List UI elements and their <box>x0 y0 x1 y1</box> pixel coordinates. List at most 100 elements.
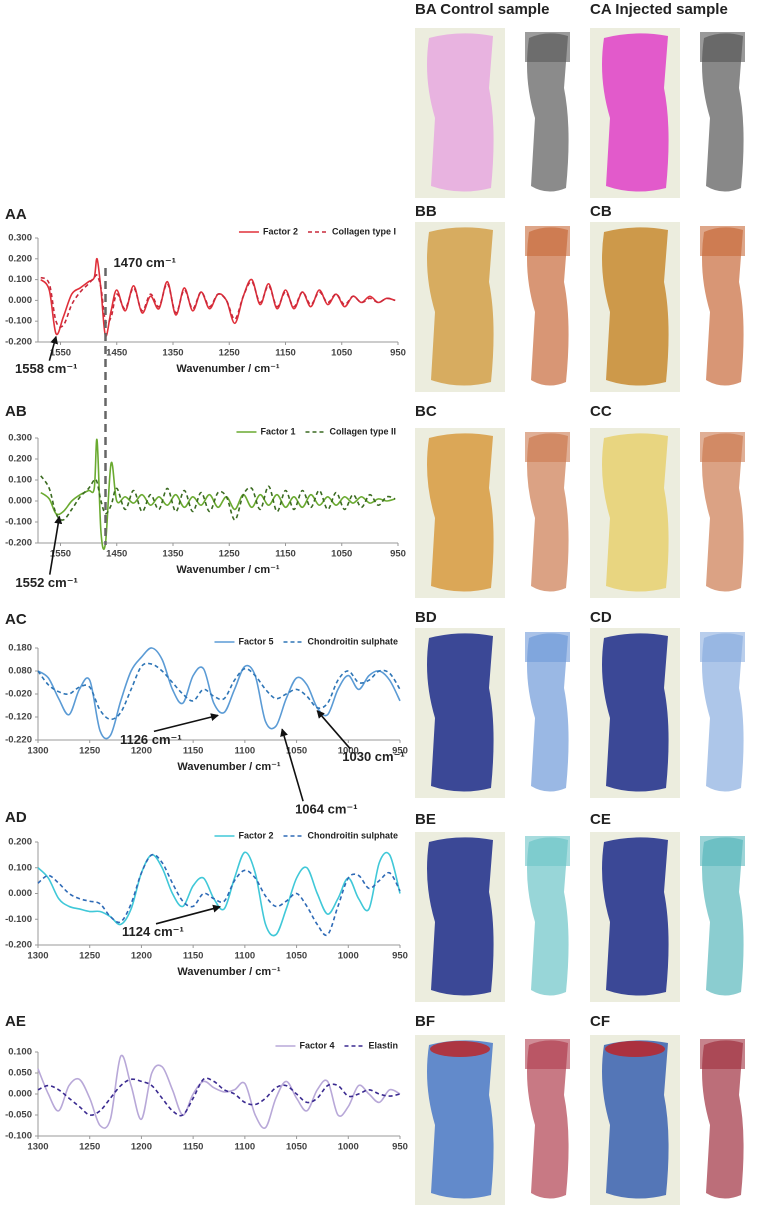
panel-label: BF <box>415 1013 435 1030</box>
y-tick-label: 0.200 <box>8 454 32 465</box>
tissue-section <box>427 837 494 996</box>
panel-label: BD <box>415 609 437 626</box>
stain-dense-band <box>700 1039 745 1069</box>
spectrum-line <box>37 853 401 937</box>
legend-label: Factor 4 <box>299 1040 334 1050</box>
panel-heading: AA <box>5 206 27 223</box>
annotation: 1030 cm⁻¹ <box>342 749 405 764</box>
legend-label: Elastin <box>368 1040 398 1050</box>
y-tick-label: -0.100 <box>5 517 32 528</box>
y-tick-label: -0.020 <box>5 689 32 700</box>
x-tick-label: 1150 <box>183 1142 204 1153</box>
tissue-section <box>527 227 569 386</box>
x-tick-label: 1050 <box>331 348 352 359</box>
spectrum-line <box>40 438 396 551</box>
annotation: 1064 cm⁻¹ <box>295 802 358 817</box>
stain-dense-band <box>525 1039 570 1069</box>
legend-label: Factor 2 <box>238 830 273 840</box>
annotation: 1470 cm⁻¹ <box>114 255 177 270</box>
x-tick-label: 1350 <box>162 348 183 359</box>
legend: Factor 2 Collagen type I <box>238 226 396 236</box>
annotation: 1558 cm⁻¹ <box>15 361 78 376</box>
x-tick-label: 1200 <box>131 951 152 962</box>
x-tick-label: 1250 <box>219 348 240 359</box>
x-tick-label: 1300 <box>27 951 48 962</box>
red-stain <box>430 1041 490 1057</box>
x-tick-label: 1150 <box>183 951 204 962</box>
stain-dense-band <box>700 32 745 62</box>
x-tick-label: 1250 <box>219 549 240 560</box>
x-tick-label: 1150 <box>183 746 204 757</box>
y-tick-label: 0.100 <box>8 862 32 873</box>
y-tick-label: -0.220 <box>5 735 32 746</box>
tissue-section <box>427 1040 494 1199</box>
x-tick-label: 1300 <box>27 746 48 757</box>
y-tick-label: 0.050 <box>8 1068 32 1079</box>
panel-heading: AE <box>5 1013 26 1030</box>
spectrum-line <box>37 1077 401 1117</box>
x-axis-title: Wavenumber / cm⁻¹ <box>176 564 280 576</box>
legend-label: Factor 2 <box>263 226 298 236</box>
x-axis-title: Wavenumber / cm⁻¹ <box>176 363 280 375</box>
panel-label: CA Injected sample <box>590 1 728 18</box>
spectrum-line <box>40 274 396 328</box>
x-tick-label: 950 <box>392 1142 408 1153</box>
panel-heading: AB <box>5 403 27 420</box>
legend: Factor 5 Chondroitin sulphate <box>214 636 398 646</box>
spectrum-line <box>37 1054 401 1129</box>
panel-label: BC <box>415 403 437 420</box>
x-tick-label: 1250 <box>79 1142 100 1153</box>
y-tick-label: 0.000 <box>8 496 32 507</box>
stain-dense-band <box>525 632 570 662</box>
annotation-arrow <box>280 728 304 802</box>
x-tick-label: 1100 <box>235 951 256 962</box>
legend-label: Factor 1 <box>260 426 295 436</box>
panel-label: CC <box>590 403 612 420</box>
panel-label: BE <box>415 811 436 828</box>
annotation-arrow <box>153 713 219 733</box>
tissue-section <box>702 1040 744 1199</box>
x-tick-label: 1550 <box>50 348 71 359</box>
x-tick-label: 1050 <box>331 549 352 560</box>
panel-heading: AD <box>5 809 27 826</box>
tissue-section <box>427 33 494 192</box>
panel-label: BA Control sample <box>415 1 549 18</box>
y-tick-label: 0.300 <box>8 233 32 244</box>
legend-label: Factor 5 <box>238 636 273 646</box>
tissue-section <box>602 1040 669 1199</box>
red-stain <box>605 1041 665 1057</box>
legend-label: Collagen type I <box>332 226 396 236</box>
tissue-section <box>702 837 744 996</box>
tissue-section <box>602 33 669 192</box>
x-tick-label: 1200 <box>131 746 152 757</box>
stain-dense-band <box>525 836 570 866</box>
y-tick-label: 0.180 <box>8 643 32 654</box>
annotation-arrow <box>316 710 351 750</box>
annotation-arrow <box>48 335 58 361</box>
x-tick-label: 1450 <box>106 549 127 560</box>
tissue-section <box>702 433 744 592</box>
y-tick-label: -0.120 <box>5 712 32 723</box>
x-tick-label: 1000 <box>338 951 359 962</box>
y-tick-label: 0.080 <box>8 666 32 677</box>
y-tick-label: 0.200 <box>8 253 32 264</box>
x-tick-label: 1250 <box>79 746 100 757</box>
x-tick-label: 1150 <box>275 549 296 560</box>
x-tick-label: 1350 <box>162 549 183 560</box>
tissue-section <box>427 227 494 386</box>
legend: Factor 4 Elastin <box>275 1040 398 1050</box>
legend: Factor 1 Collagen type II <box>236 426 396 436</box>
panel-label: BB <box>415 203 437 220</box>
y-tick-label: 0.100 <box>8 274 32 285</box>
x-tick-label: 950 <box>390 549 406 560</box>
annotation: 1126 cm⁻¹ <box>120 732 182 747</box>
stain-dense-band <box>700 836 745 866</box>
tissue-section <box>702 33 744 192</box>
x-tick-label: 1050 <box>286 746 307 757</box>
y-tick-label: -0.200 <box>5 538 32 549</box>
legend-label: Collagen type II <box>329 426 396 436</box>
tissue-section <box>602 433 669 592</box>
y-tick-label: -0.100 <box>5 316 32 327</box>
y-tick-label: 0.100 <box>8 1047 32 1058</box>
